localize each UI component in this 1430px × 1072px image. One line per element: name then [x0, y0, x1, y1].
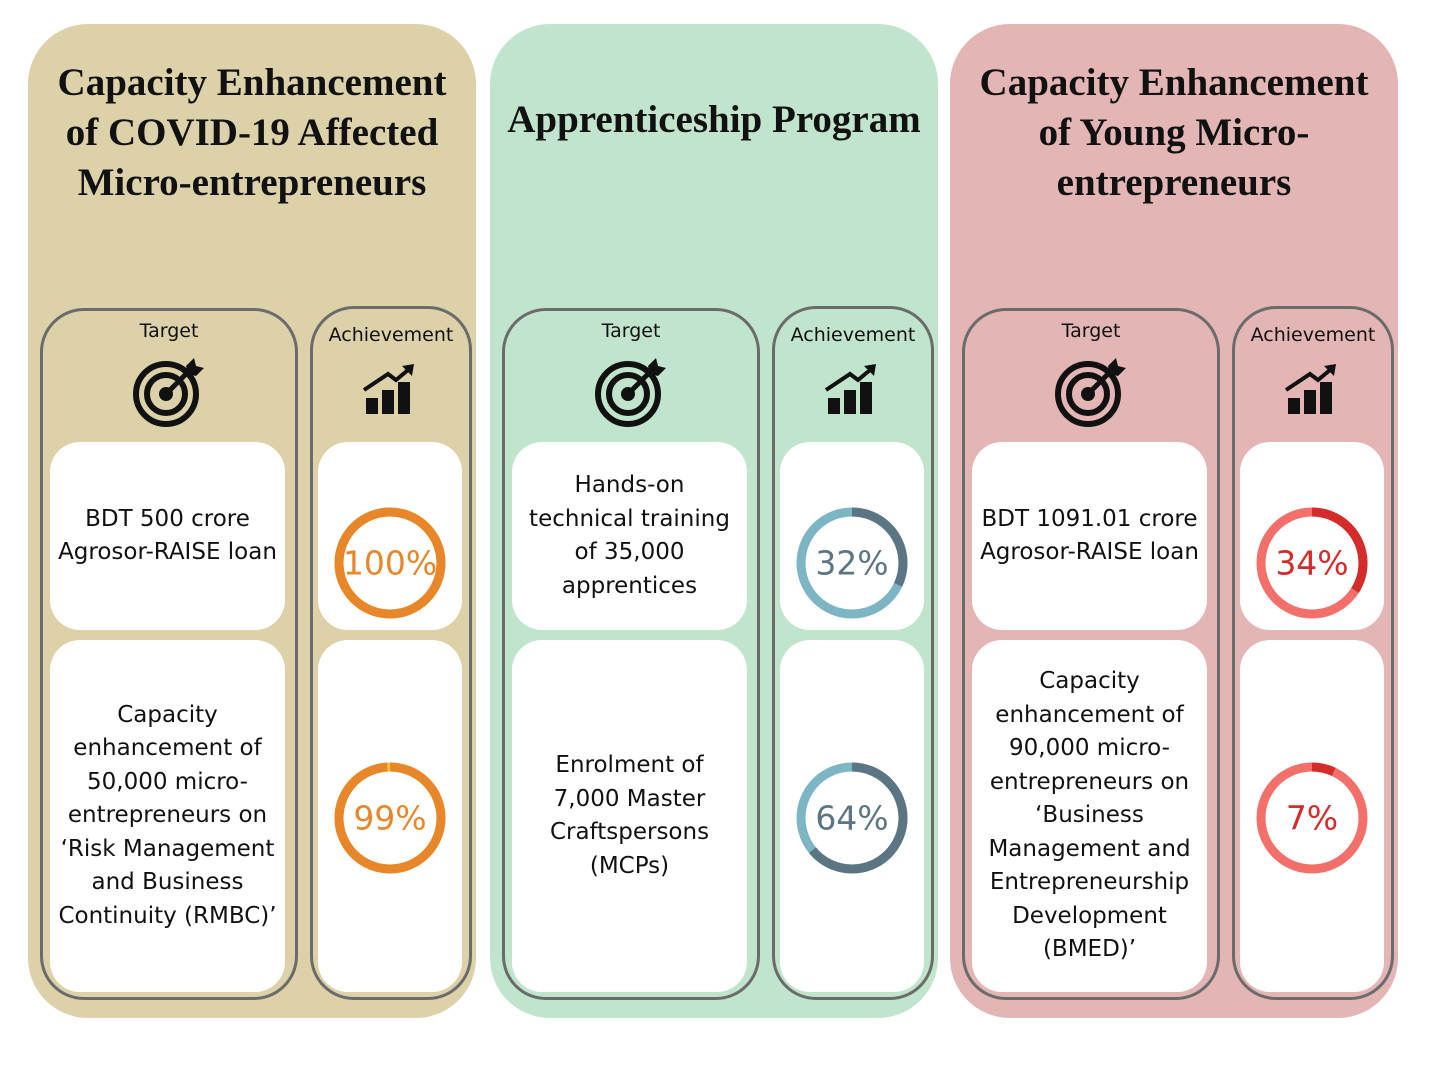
target-column: [962, 308, 1220, 1000]
achievement-box: 34%: [1240, 442, 1384, 630]
achievement-percent: 64%: [815, 799, 888, 838]
target-text: Capacity enhancement of 50,000 micro-ent…: [50, 640, 285, 992]
achievement-box: 100%: [318, 442, 462, 630]
target-label: Target: [601, 320, 661, 342]
achievement-percent: 100%: [343, 544, 437, 583]
progress-ring: 32%: [796, 507, 908, 619]
target-text: Enrolment of 7,000 Master Craftspersons …: [512, 640, 747, 992]
target-icon: [1055, 358, 1126, 427]
achievement-label: Achievement: [328, 324, 454, 346]
progress-ring: 100%: [334, 507, 446, 619]
ring-value: [796, 762, 908, 874]
achievement-box: 64%: [780, 640, 924, 992]
progress-ring: 7%: [1256, 762, 1368, 874]
achievement-percent: 34%: [1275, 544, 1348, 583]
panel-title: Capacity Enhancement of COVID-19 Affecte…: [57, 61, 447, 204]
target-text: BDT 1091.01 crore Agrosor-RAISE loan: [972, 442, 1207, 630]
panel: Capacity Enhancement of COVID-19 Affecte…: [28, 24, 476, 1018]
growth-icon: [362, 364, 414, 414]
achievement-percent: 99%: [353, 799, 426, 838]
progress-ring: 34%: [1256, 507, 1368, 619]
panel: Capacity Enhancement of Young Micro-entr…: [950, 24, 1398, 1018]
achievement-percent: 32%: [815, 544, 888, 583]
achievement-box: 99%: [318, 640, 462, 992]
ring-value: [1256, 507, 1368, 619]
progress-ring: 99%: [334, 762, 446, 874]
progress-ring: 64%: [796, 762, 908, 874]
target-column: [502, 308, 760, 1000]
target-icon: [133, 358, 204, 427]
achievement-column: [772, 306, 934, 1000]
panel: Apprenticeship Program Target Achievement H…: [490, 24, 938, 1018]
panel-title: Capacity Enhancement of Young Micro-entr…: [979, 61, 1369, 204]
achievement-column: [1232, 306, 1394, 1000]
panel-title: Apprenticeship Program: [507, 98, 921, 141]
achievement-box: 7%: [1240, 640, 1384, 992]
achievement-column: [310, 306, 472, 1000]
achievement-label: Achievement: [1250, 324, 1376, 346]
target-icon: [595, 358, 666, 427]
target-text: Capacity enhancement of 90,000 micro-ent…: [972, 640, 1207, 992]
target-text: BDT 500 crore Agrosor-RAISE loan: [50, 442, 285, 630]
ring-value: [334, 507, 446, 619]
target-column: [40, 308, 298, 1000]
achievement-box: 32%: [780, 442, 924, 630]
target-text: Hands-on technical training of 35,000 ap…: [512, 442, 747, 630]
ring-value: [334, 762, 446, 874]
growth-icon: [824, 364, 876, 414]
target-label: Target: [1061, 320, 1121, 342]
target-label: Target: [139, 320, 199, 342]
ring-value: [1256, 762, 1368, 874]
achievement-percent: 7%: [1286, 799, 1338, 838]
achievement-label: Achievement: [790, 324, 916, 346]
growth-icon: [1284, 364, 1336, 414]
ring-value: [796, 507, 908, 619]
